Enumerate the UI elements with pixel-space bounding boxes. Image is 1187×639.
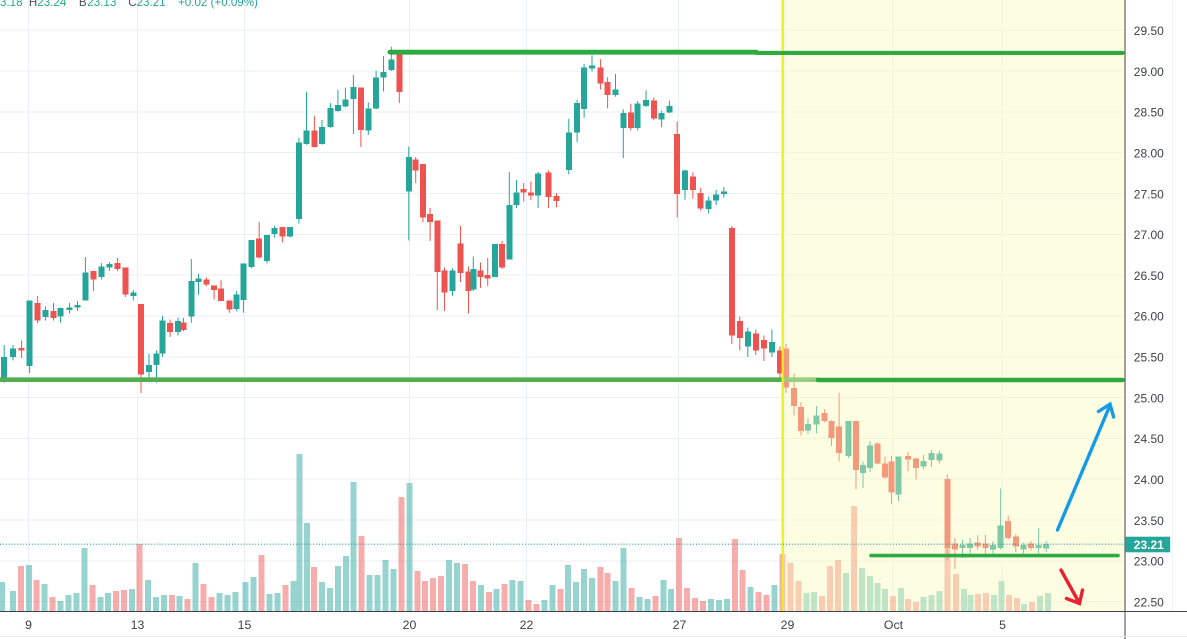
svg-text:15: 15	[238, 618, 252, 632]
svg-text:28.50: 28.50	[1134, 106, 1164, 120]
svg-text:27: 27	[673, 618, 687, 632]
svg-text:23.13: 23.13	[87, 0, 116, 9]
svg-text:9: 9	[25, 618, 32, 632]
svg-text:29: 29	[781, 618, 795, 632]
svg-text:24.50: 24.50	[1134, 432, 1164, 446]
svg-text:22.50: 22.50	[1134, 596, 1164, 610]
svg-text:23.00: 23.00	[1134, 555, 1164, 569]
svg-text:23.21: 23.21	[137, 0, 166, 9]
svg-text:29.00: 29.00	[1134, 65, 1164, 79]
svg-text:20: 20	[403, 618, 417, 632]
svg-text:29.50: 29.50	[1134, 24, 1164, 38]
svg-text:23.50: 23.50	[1134, 514, 1164, 528]
svg-text:23.24: 23.24	[37, 0, 67, 9]
svg-text:22: 22	[520, 618, 534, 632]
svg-text:27.50: 27.50	[1134, 187, 1164, 201]
svg-text:24.00: 24.00	[1134, 473, 1164, 487]
svg-text:B: B	[79, 0, 87, 9]
svg-text:25.00: 25.00	[1134, 391, 1164, 405]
svg-text:+0.02 (+0.09%): +0.02 (+0.09%)	[178, 0, 258, 9]
svg-text:Oct: Oct	[884, 618, 904, 632]
svg-text:23.21: 23.21	[1134, 538, 1164, 552]
svg-text:26.00: 26.00	[1134, 310, 1164, 324]
svg-text:13: 13	[131, 618, 145, 632]
svg-text:5: 5	[999, 618, 1006, 632]
svg-text:27.00: 27.00	[1134, 228, 1164, 242]
svg-text:26.50: 26.50	[1134, 269, 1164, 283]
svg-text:C: C	[128, 0, 136, 9]
svg-text:H: H	[29, 0, 37, 9]
svg-text:28.00: 28.00	[1134, 147, 1164, 161]
svg-text:25.50: 25.50	[1134, 351, 1164, 365]
svg-text:3.18: 3.18	[0, 0, 23, 9]
